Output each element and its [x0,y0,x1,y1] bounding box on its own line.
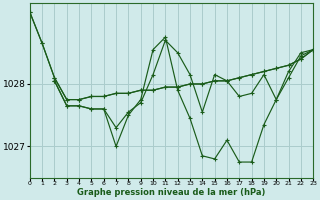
X-axis label: Graphe pression niveau de la mer (hPa): Graphe pression niveau de la mer (hPa) [77,188,266,197]
